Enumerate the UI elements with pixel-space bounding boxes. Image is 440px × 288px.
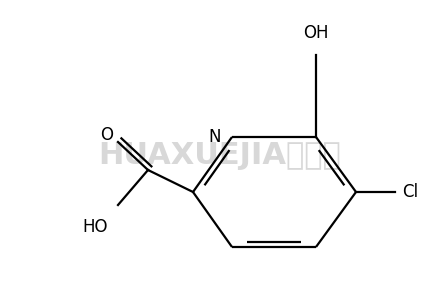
Text: OH: OH: [303, 24, 329, 42]
Text: O: O: [100, 126, 113, 144]
Text: N: N: [209, 128, 221, 146]
Text: Cl: Cl: [402, 183, 418, 201]
Text: HO: HO: [83, 218, 108, 236]
Text: HUAXUEJIA化学加: HUAXUEJIA化学加: [99, 141, 341, 170]
